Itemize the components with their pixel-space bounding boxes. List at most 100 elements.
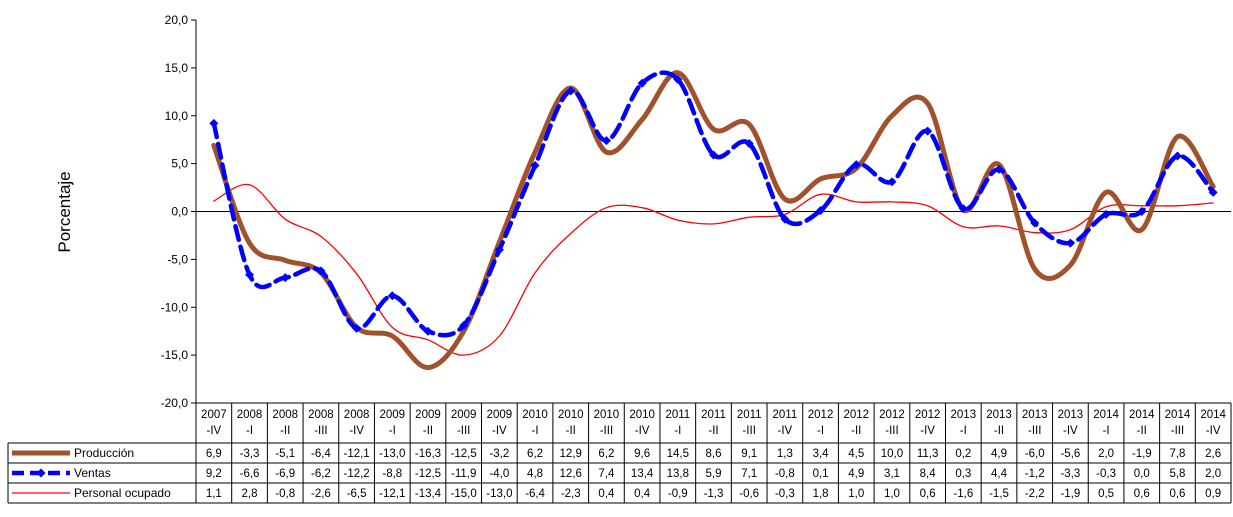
- table-cell: -3,3: [240, 448, 260, 460]
- series-point: [1137, 207, 1147, 216]
- category-year-label: 2009: [415, 409, 441, 421]
- table-cell: -0,8: [275, 488, 295, 500]
- category-year-label: 2013: [1022, 409, 1048, 421]
- table-cell: 9,2: [206, 468, 222, 480]
- table-cell: 4,8: [527, 468, 543, 480]
- category-quarter-label: -III: [885, 425, 898, 437]
- series-point: [994, 164, 1004, 174]
- table-cell: -11,9: [451, 468, 476, 480]
- table-cell: 0,4: [634, 488, 651, 500]
- series-point: [280, 273, 290, 283]
- table-cell: 0,9: [1205, 488, 1221, 500]
- series-point: [923, 126, 933, 136]
- table-cell: 7,4: [598, 468, 615, 480]
- series-line-1: [211, 70, 1216, 371]
- table-cell: -2,6: [311, 488, 331, 500]
- table-cell: 2,6: [1205, 448, 1221, 460]
- table-cell: -0,6: [739, 488, 759, 500]
- table-cell: -12,5: [451, 448, 477, 460]
- table-cell: -13,4: [415, 488, 442, 500]
- category-year-label: 2011: [737, 409, 762, 421]
- table-cell: 4,9: [848, 468, 864, 480]
- category-quarter-label: -III: [314, 425, 327, 437]
- category-year-label: 2008: [237, 409, 263, 421]
- y-tick-label: -20,0: [161, 396, 189, 410]
- table-cell: 13,4: [631, 468, 654, 480]
- table-cell: -6,4: [525, 488, 545, 500]
- table-cell: -3,2: [489, 448, 509, 460]
- series-point: [245, 270, 255, 280]
- table-cell: 2,8: [242, 488, 258, 500]
- series-lines: [209, 70, 1218, 371]
- y-tick-label: 15,0: [165, 61, 189, 75]
- series-point: [530, 161, 540, 171]
- category-quarter-label: -IV: [1063, 425, 1078, 437]
- y-tick-label: -15,0: [161, 348, 189, 362]
- table-cell: 2,0: [1205, 468, 1221, 480]
- category-year-label: 2012: [808, 409, 834, 421]
- category-quarter-label: -I: [246, 425, 253, 437]
- series-point: [1030, 218, 1040, 228]
- table-cell: 5,9: [706, 468, 722, 480]
- table-cell: -15,0: [451, 488, 477, 500]
- series-point: [1065, 238, 1075, 248]
- category-quarter-label: -III: [742, 425, 755, 437]
- table-cell: 9,6: [634, 448, 650, 460]
- table-cell: -0,9: [668, 488, 688, 500]
- table-cell: -1,5: [989, 488, 1009, 500]
- series-point: [709, 150, 718, 160]
- table-cell: -8,8: [382, 468, 402, 480]
- table-cell: -12,1: [343, 448, 369, 460]
- category-quarter-label: -III: [457, 425, 470, 437]
- category-year-label: 2014: [1200, 409, 1226, 421]
- category-year-label: 2011: [773, 409, 798, 421]
- table-cell: 3,1: [884, 468, 900, 480]
- table-cell: 4,5: [848, 448, 864, 460]
- category-year-label: 2011: [701, 409, 726, 421]
- table-cell: 0,6: [1169, 488, 1185, 500]
- table-cell: 4,9: [991, 448, 1007, 460]
- category-quarter-label: -IV: [635, 425, 650, 437]
- table-grid: [7, 20, 1232, 504]
- table-cell: -1,9: [1060, 488, 1080, 500]
- category-quarter-label: -IV: [206, 425, 221, 437]
- table-cell: 2,0: [1098, 448, 1114, 460]
- table-cell: 6,2: [527, 448, 543, 460]
- category-quarter-label: -IV: [1206, 425, 1221, 437]
- series-line-2: [211, 70, 1216, 338]
- table-cell: 6,9: [206, 448, 222, 460]
- category-quarter-label: -I: [960, 425, 967, 437]
- series-point: [744, 139, 754, 149]
- category-year-label: 2014: [1129, 409, 1155, 421]
- table-cell: 1,0: [848, 488, 864, 500]
- table-cell: -12,5: [415, 468, 441, 480]
- category-quarter-label: -II: [851, 425, 861, 437]
- series-point: [1208, 187, 1218, 197]
- table-cell: 0,6: [920, 488, 936, 500]
- category-quarter-label: -I: [1103, 425, 1110, 437]
- table-cell: 3,4: [813, 448, 830, 460]
- category-labels: 2007 -IV 2008 -I 2008 -II 2008 -III 2008 -IV 2009 -…: [201, 409, 1226, 437]
- y-tick-label: 10,0: [165, 109, 189, 123]
- table-cell: -13,0: [379, 448, 405, 460]
- table-cell: 1,0: [884, 488, 900, 500]
- category-quarter-label: -I: [674, 425, 681, 437]
- category-quarter-label: -III: [1171, 425, 1184, 437]
- table-cell: 0,5: [1098, 488, 1114, 500]
- y-tick-label: 20,0: [165, 13, 189, 27]
- table-cell: -4,0: [489, 468, 509, 480]
- category-quarter-label: -III: [600, 425, 613, 437]
- y-tick-label: 5,0: [171, 157, 188, 171]
- category-year-label: 2007: [201, 409, 227, 421]
- table-cell: 4,4: [991, 468, 1008, 480]
- category-year-label: 2013: [951, 409, 977, 421]
- series-point: [958, 204, 968, 214]
- category-year-label: 2010: [522, 409, 548, 421]
- category-quarter-label: -IV: [778, 425, 793, 437]
- table-cell: 7,8: [1169, 448, 1185, 460]
- series-point: [673, 74, 683, 84]
- category-quarter-label: -I: [532, 425, 539, 437]
- category-quarter-label: -IV: [349, 425, 364, 437]
- category-year-label: 2012: [915, 409, 941, 421]
